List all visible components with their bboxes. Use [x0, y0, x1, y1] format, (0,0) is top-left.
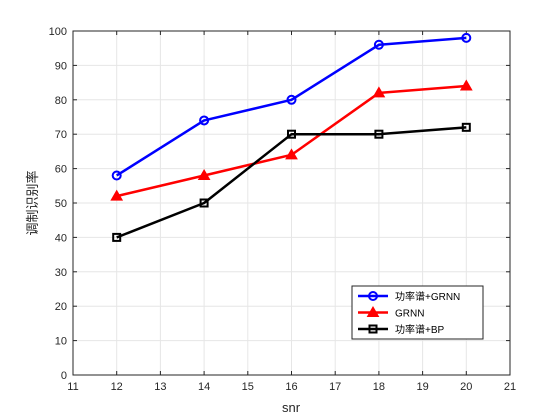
series-2	[110, 79, 473, 201]
legend-label: 功率谱+GRNN	[395, 290, 460, 303]
x-tick-label: 18	[373, 381, 385, 393]
y-tick-label: 80	[55, 95, 67, 107]
series-group	[110, 32, 473, 242]
legend-label: 功率谱+BP	[395, 323, 445, 336]
data-point	[199, 115, 210, 126]
legend-marker	[368, 324, 378, 334]
data-point	[285, 148, 298, 160]
data-point	[459, 79, 473, 91]
y-tick-label: 0	[61, 370, 67, 382]
data-point	[372, 86, 386, 98]
data-point	[373, 39, 384, 50]
data-point	[286, 94, 297, 105]
ticks: 11 12 13 14 15 16 17 18 19 20 21 0 10 20 30 40 50 60 70 80 9…	[49, 26, 516, 393]
x-tick-label: 15	[242, 381, 254, 393]
y-axis-label: 调制识别率	[25, 170, 40, 235]
y-tick-label: 90	[55, 60, 67, 72]
data-point	[199, 198, 209, 208]
x-tick-label: 16	[285, 381, 297, 393]
data-point	[197, 168, 211, 180]
x-tick-label: 21	[504, 381, 516, 393]
data-point	[110, 189, 124, 201]
x-tick-label: 12	[111, 381, 123, 393]
legend-label: GRNN	[395, 309, 424, 320]
series-line	[116, 36, 467, 177]
legend-marker	[366, 306, 380, 317]
y-tick-label: 50	[55, 198, 67, 210]
y-tick-label: 100	[49, 26, 67, 38]
x-tick-label: 20	[460, 381, 472, 393]
x-tick-label: 19	[416, 381, 428, 393]
data-point	[374, 129, 384, 139]
series-1	[111, 32, 472, 181]
data-point	[111, 170, 122, 181]
legend: 功率谱+GRNN GRNN 功率谱+BP	[351, 285, 484, 340]
legend-marker	[368, 291, 378, 301]
data-point	[287, 129, 296, 139]
x-axis-label: snr	[282, 400, 301, 415]
legend-item: 功率谱+BP	[358, 323, 445, 336]
y-tick-label: 70	[55, 129, 67, 141]
x-tick-label: 11	[67, 381, 78, 393]
y-tick-label: 60	[55, 164, 67, 176]
y-tick-label: 10	[55, 336, 67, 348]
legend-item: GRNN	[358, 306, 424, 320]
x-tick-label: 17	[329, 381, 341, 393]
series-3	[112, 122, 471, 242]
data-point	[461, 32, 472, 43]
series-line	[116, 126, 467, 239]
y-tick-label: 30	[55, 267, 67, 279]
data-point	[112, 232, 122, 242]
data-point	[461, 122, 471, 132]
x-tick-label: 14	[198, 381, 210, 393]
y-tick-label: 40	[55, 232, 67, 244]
legend-item: 功率谱+GRNN	[358, 290, 460, 303]
y-tick-label: 20	[55, 301, 67, 313]
x-tick-label: 13	[154, 381, 166, 393]
